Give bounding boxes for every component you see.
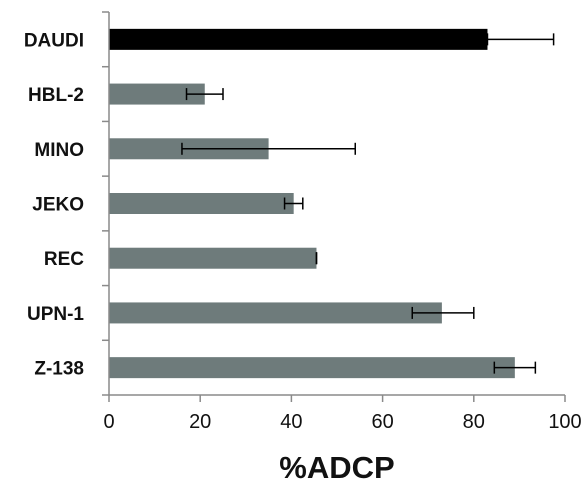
error-bars-layer: [181, 33, 555, 374]
x-tick-label: 40: [280, 411, 302, 433]
error-bar: [181, 142, 356, 155]
bar: [109, 28, 488, 50]
category-label: MINO: [34, 140, 84, 161]
error-bar: [486, 33, 555, 46]
bar: [109, 302, 442, 324]
bar: [109, 83, 205, 105]
labels-layer: DAUDI HBL-2 MINO JEKO REC UPN-1 Z-138 0 20 40 60 80…: [24, 30, 582, 433]
bar: [109, 247, 317, 269]
category-label: HBL-2: [28, 85, 84, 106]
category-label: DAUDI: [24, 30, 84, 51]
x-tick-label: 0: [103, 411, 114, 433]
category-label: UPN-1: [27, 304, 84, 325]
axes-layer: [102, 11, 566, 402]
error-bar: [283, 197, 304, 210]
x-tick-label: 20: [189, 411, 211, 433]
x-axis-title: %ADCP: [279, 450, 394, 485]
error-bar: [411, 306, 475, 319]
error-bar: [493, 361, 537, 374]
bar: [109, 357, 515, 379]
bar: [109, 193, 294, 214]
x-tick-label: 60: [371, 411, 393, 433]
x-tick-label: 80: [463, 411, 485, 433]
x-tick-label: 100: [548, 411, 581, 433]
category-label: Z-138: [34, 359, 84, 380]
category-label: JEKO: [32, 195, 84, 216]
error-bar: [185, 88, 224, 101]
bars-layer: [109, 28, 515, 379]
category-label: REC: [44, 249, 84, 270]
